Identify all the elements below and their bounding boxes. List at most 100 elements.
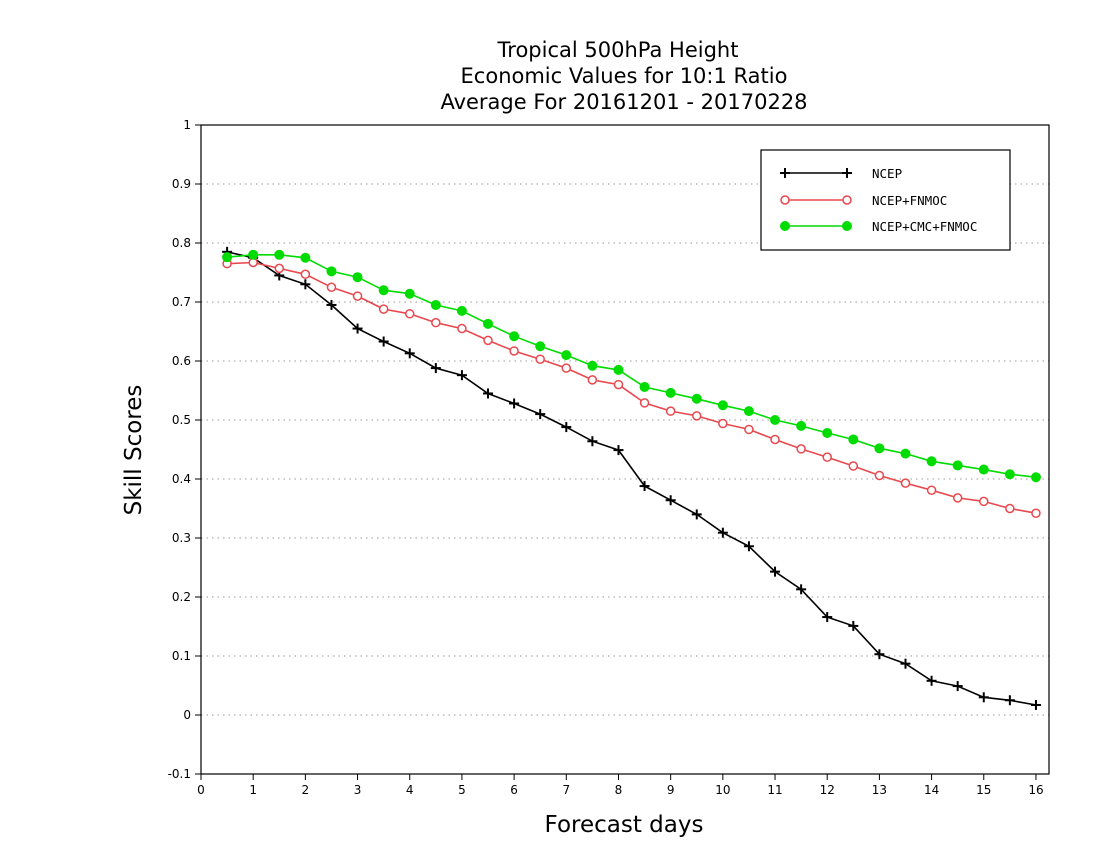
data-point-ncep-cmc-fnmoc (743, 406, 754, 417)
data-point-ncep-fnmoc (796, 444, 806, 454)
data-point-ncep-cmc-fnmoc (430, 299, 441, 310)
x-tick-label: 12 (820, 783, 835, 797)
data-point-ncep-fnmoc (509, 346, 519, 356)
data-point-ncep-cmc-fnmoc (665, 387, 676, 398)
data-point-ncep (430, 363, 441, 374)
data-point-ncep-cmc-fnmoc (300, 252, 311, 263)
data-point-ncep-cmc-fnmoc (509, 331, 520, 342)
data-point-ncep-cmc-fnmoc (874, 443, 885, 454)
x-tick-label: 8 (615, 783, 623, 797)
legend-marker (780, 168, 790, 178)
data-point-ncep-cmc-fnmoc (1004, 469, 1015, 480)
data-point-ncep (743, 541, 754, 552)
x-tick-label: 16 (1028, 783, 1043, 797)
y-tick-label: 0.7 (172, 295, 191, 309)
x-tick-label: 9 (667, 783, 675, 797)
data-point-ncep (1030, 699, 1041, 710)
data-point-ncep-cmc-fnmoc (900, 448, 911, 459)
series-ncep (222, 246, 1041, 710)
data-point-ncep (691, 509, 702, 520)
legend-marker (842, 221, 852, 231)
data-point-ncep (1004, 695, 1015, 706)
data-point-ncep-cmc-fnmoc (456, 305, 467, 316)
data-point-ncep-fnmoc (848, 461, 859, 471)
data-point-ncep (483, 388, 494, 399)
data-point-ncep-cmc-fnmoc (613, 364, 624, 375)
data-point-ncep-fnmoc (535, 354, 545, 364)
data-point-ncep (900, 658, 911, 669)
legend-item-ncep-fnmoc: NCEP+FNMOC (780, 193, 947, 208)
data-point-ncep (770, 566, 781, 577)
legend-marker (780, 221, 790, 231)
series-ncep-cmc-fnmoc (222, 249, 1041, 483)
legend-item-ncep: NCEP (780, 166, 902, 181)
y-tick-label: 0.4 (172, 472, 191, 486)
y-tick-label: 0.3 (172, 531, 191, 545)
y-axis-title: Skill Scores (121, 385, 147, 516)
data-point-ncep-cmc-fnmoc (222, 252, 233, 263)
data-point-ncep-fnmoc (692, 411, 702, 421)
data-point-ncep-cmc-fnmoc (404, 288, 415, 299)
y-tick-label: 0.2 (172, 590, 191, 604)
data-point-ncep-cmc-fnmoc (535, 341, 546, 352)
data-point-ncep (952, 681, 963, 692)
data-point-ncep-fnmoc (431, 317, 441, 328)
x-tick-label: 5 (458, 783, 466, 797)
data-point-ncep (665, 495, 676, 506)
data-point-ncep-fnmoc (770, 434, 780, 445)
data-point-ncep-fnmoc (587, 375, 598, 385)
x-tick-label: 1 (249, 783, 257, 797)
data-point-ncep (822, 612, 833, 623)
legend-label: NCEP+CMC+FNMOC (872, 219, 977, 234)
y-tick-label: 1 (183, 118, 191, 132)
y-tick-label: 0 (183, 708, 191, 722)
data-point-ncep-cmc-fnmoc (717, 400, 728, 411)
data-point-ncep-cmc-fnmoc (587, 360, 598, 371)
data-point-ncep-cmc-fnmoc (822, 427, 833, 438)
chart-title-line-2: Economic Values for 10:1 Ratio (461, 64, 788, 88)
data-point-ncep-fnmoc (639, 398, 650, 408)
x-tick-label: 14 (924, 783, 939, 797)
series-line-ncep-cmc-fnmoc (227, 254, 1037, 478)
y-tick-label: -0.1 (168, 767, 191, 781)
data-point-ncep-cmc-fnmoc (1030, 472, 1041, 483)
data-point-ncep (874, 649, 885, 660)
y-tick-label: 0.1 (172, 649, 191, 663)
data-point-ncep-fnmoc (718, 418, 728, 429)
data-point-ncep-fnmoc (952, 493, 963, 503)
legend-marker (842, 168, 852, 178)
legend-item-ncep-cmc-fnmoc: NCEP+CMC+FNMOC (780, 219, 977, 234)
axes: -0.100.10.20.30.40.50.60.70.80.910 1 2 3 4 5 6… (168, 118, 1044, 797)
data-point-ncep (978, 692, 989, 703)
data-point-ncep-cmc-fnmoc (483, 318, 494, 329)
data-point-ncep-fnmoc (744, 424, 754, 435)
data-point-ncep-cmc-fnmoc (248, 249, 259, 260)
data-point-ncep (926, 675, 937, 686)
legend-marker (780, 195, 790, 205)
chart-title-line-3: Average For 20161201 - 20170228 (440, 90, 807, 114)
data-point-ncep-cmc-fnmoc (796, 420, 807, 431)
data-point-ncep (456, 370, 467, 381)
data-point-ncep (613, 445, 624, 456)
data-point-ncep-cmc-fnmoc (691, 393, 702, 404)
y-tick-label: 0.6 (172, 354, 191, 368)
data-point-ncep (587, 436, 598, 447)
data-point-ncep-fnmoc (326, 282, 337, 292)
series-line-ncep-fnmoc (227, 261, 1037, 514)
x-tick-label: 10 (715, 783, 730, 797)
x-tick-label: 7 (562, 783, 570, 797)
data-point-ncep-cmc-fnmoc (326, 266, 337, 277)
data-point-ncep-cmc-fnmoc (848, 434, 859, 445)
data-point-ncep (796, 584, 807, 595)
x-tick-label: 4 (406, 783, 414, 797)
data-point-ncep-fnmoc (900, 478, 911, 488)
data-point-ncep-cmc-fnmoc (952, 460, 963, 471)
data-point-ncep (848, 620, 859, 631)
gridlines (201, 183, 1049, 716)
data-point-ncep-cmc-fnmoc (352, 272, 363, 283)
data-point-ncep-fnmoc (1031, 508, 1041, 518)
data-point-ncep-fnmoc (561, 363, 572, 373)
data-point-ncep (300, 279, 311, 290)
x-tick-label: 2 (302, 783, 310, 797)
x-tick-label: 13 (872, 783, 887, 797)
